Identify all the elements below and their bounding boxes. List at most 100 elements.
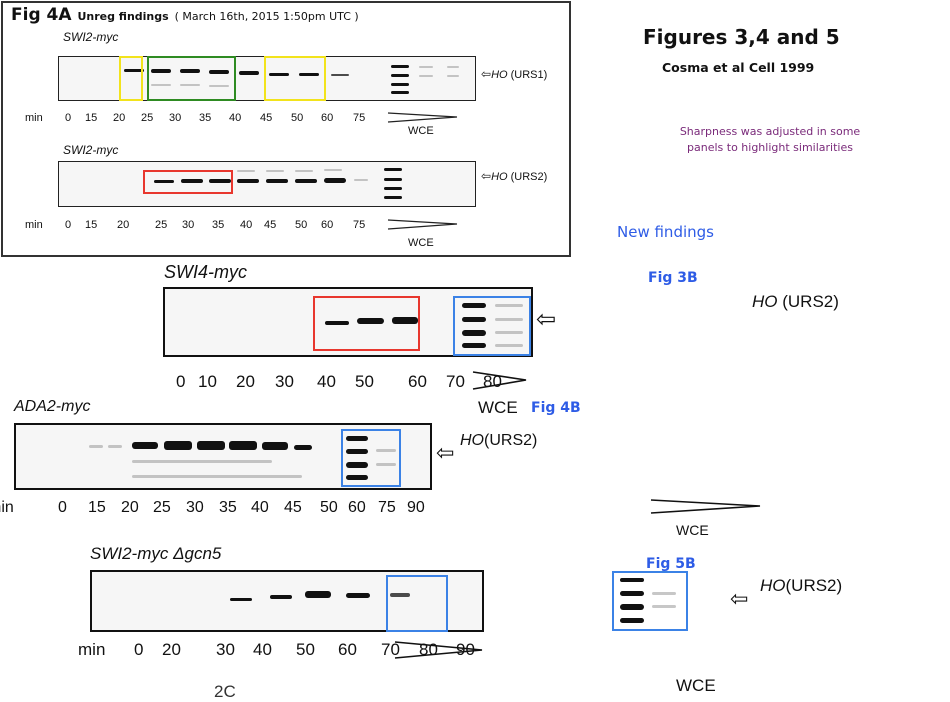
time-tick: 40 <box>240 219 253 231</box>
arrow-left-icon: ⇦ <box>536 306 557 333</box>
band <box>154 180 174 183</box>
time-tick: 90 <box>407 499 425 516</box>
band <box>266 179 288 183</box>
band <box>331 74 349 76</box>
fig4a-heading: Fig 4A Unreg findings ( March 16th, 2015… <box>11 5 359 25</box>
citation: Cosma et al Cell 1999 <box>662 60 815 75</box>
time-tick: 70 <box>446 372 465 391</box>
band <box>237 170 255 172</box>
fig5b-tag: Fig 5B <box>646 556 696 572</box>
time-tick: 0 <box>58 499 67 516</box>
time-tick: 20 <box>117 219 130 231</box>
wce-band <box>419 75 433 77</box>
band <box>197 441 225 450</box>
time-tick: 50 <box>295 219 308 231</box>
time-tick: 15 <box>88 499 106 516</box>
fig4a-label: Fig 4A <box>11 5 72 25</box>
highlight-box-blue <box>612 571 688 631</box>
wce-band <box>391 83 409 86</box>
band <box>325 321 349 325</box>
wce-band <box>376 449 396 452</box>
time-tick: 20 <box>113 112 126 124</box>
wce-band <box>391 91 409 94</box>
time-tick: 75 <box>378 499 396 516</box>
min-label: min <box>78 640 106 659</box>
arrow-left-icon: ⇦ <box>481 67 492 81</box>
time-tick: 40 <box>253 640 272 659</box>
band <box>180 84 200 86</box>
wce-band <box>495 304 523 307</box>
band <box>209 70 229 74</box>
wce-band <box>620 578 644 582</box>
time-tick: 30 <box>216 640 235 659</box>
wce-band <box>620 591 644 596</box>
band <box>181 179 203 183</box>
time-tick: 0 <box>65 112 72 124</box>
fig4a-locus-urs2: ⇦HO (URS2) <box>481 169 547 183</box>
time-tick: 40 <box>251 499 269 516</box>
wce-gradient-icon <box>472 371 527 390</box>
wce-band <box>391 65 409 68</box>
highlight-box-yellow <box>119 56 143 101</box>
fig5b-gel <box>90 570 484 632</box>
highlight-box-blue <box>386 575 448 632</box>
wce-band <box>346 462 368 468</box>
band <box>164 441 192 450</box>
highlight-box-green <box>147 56 236 101</box>
min-label: min <box>0 499 14 516</box>
time-tick: 60 <box>321 219 334 231</box>
band <box>237 179 259 183</box>
band <box>346 593 370 598</box>
highlight-box-red <box>143 170 233 194</box>
wce-band <box>419 66 433 68</box>
time-tick: 35 <box>219 499 237 516</box>
fig4b-locus: HO(URS2) <box>460 432 537 450</box>
locus-site: (URS1) <box>510 69 548 81</box>
band <box>230 598 252 601</box>
time-tick: 40 <box>317 372 336 391</box>
cut-off-text: 2C <box>214 682 236 701</box>
fig4a-strain-1: SWI2-myc <box>63 30 119 44</box>
wce-band <box>384 178 402 181</box>
wce-band <box>384 187 402 190</box>
time-tick: 25 <box>141 112 154 124</box>
band <box>354 179 368 181</box>
wce-gradient-icon <box>387 219 458 230</box>
fig4b-tag: Fig 4B <box>531 400 581 416</box>
time-tick: 60 <box>408 372 427 391</box>
time-tick: 0 <box>134 640 144 659</box>
fig4a-subheading: Unreg findings <box>77 10 169 23</box>
time-tick: 40 <box>229 112 242 124</box>
time-tick: 20 <box>162 640 181 659</box>
band <box>266 170 284 172</box>
min-label: min <box>25 219 43 231</box>
wce-band <box>376 463 396 466</box>
fig4a-strain-2: SWI2-myc <box>63 143 119 157</box>
wce-band <box>346 436 368 441</box>
fig4a-timestamp: ( March 16th, 2015 1:50pm UTC ) <box>174 10 359 23</box>
wce-label: WCE <box>408 237 434 249</box>
wce-band <box>346 475 368 480</box>
time-tick: 60 <box>321 112 334 124</box>
band <box>108 445 122 448</box>
fig3b-strain: SWI4-myc <box>164 262 247 282</box>
locus-name: HO <box>752 292 778 311</box>
time-tick: 45 <box>264 219 277 231</box>
fig4a-panel: Fig 4A Unreg findings ( March 16th, 2015… <box>1 1 571 257</box>
time-tick: 35 <box>212 219 225 231</box>
band <box>324 169 342 171</box>
band <box>209 179 231 183</box>
fig5b-wce-lanes <box>612 571 688 631</box>
fig5b-strain: SWI2-myc Δgcn5 <box>90 544 222 563</box>
time-tick: 0 <box>176 372 186 391</box>
band <box>180 69 200 73</box>
band <box>262 442 288 450</box>
new-findings-label: New findings <box>617 223 714 241</box>
time-tick: 50 <box>320 499 338 516</box>
band <box>269 73 289 76</box>
wce-band <box>652 592 676 595</box>
locus-name: HO <box>760 576 786 595</box>
band <box>132 442 158 449</box>
fig4b-wce-label: WCE <box>676 522 709 538</box>
wce-band <box>346 449 368 454</box>
